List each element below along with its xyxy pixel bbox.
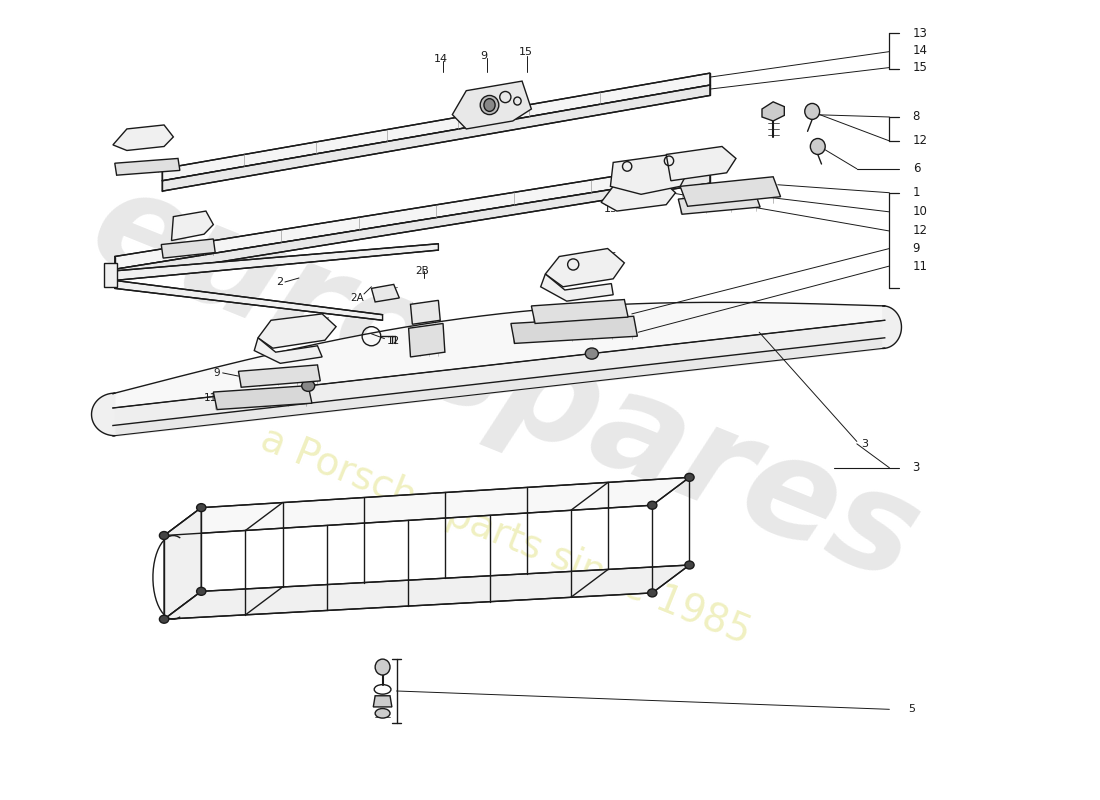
Text: eurospares: eurospares <box>73 157 937 611</box>
Ellipse shape <box>160 615 168 623</box>
Text: 14: 14 <box>913 44 927 58</box>
Polygon shape <box>91 393 114 436</box>
Ellipse shape <box>648 589 657 597</box>
Polygon shape <box>762 102 784 121</box>
Ellipse shape <box>805 103 820 119</box>
Polygon shape <box>541 274 613 301</box>
Polygon shape <box>546 249 625 286</box>
Polygon shape <box>114 158 180 175</box>
Polygon shape <box>510 316 637 343</box>
Ellipse shape <box>301 380 315 391</box>
Polygon shape <box>667 146 736 181</box>
Ellipse shape <box>160 531 168 539</box>
Text: 11: 11 <box>913 259 927 273</box>
Text: 9: 9 <box>913 242 920 255</box>
Polygon shape <box>164 565 690 619</box>
Polygon shape <box>164 508 201 619</box>
Text: 11: 11 <box>204 393 218 402</box>
Text: 12: 12 <box>387 336 400 346</box>
Polygon shape <box>410 300 440 324</box>
Polygon shape <box>531 299 628 323</box>
Text: 2A: 2A <box>350 293 364 303</box>
Text: 15: 15 <box>519 47 534 58</box>
Polygon shape <box>680 177 781 206</box>
Text: 9: 9 <box>481 50 487 61</box>
Polygon shape <box>258 314 337 348</box>
Text: 1: 1 <box>913 186 920 199</box>
Text: 12: 12 <box>913 225 927 238</box>
Ellipse shape <box>481 95 498 114</box>
Polygon shape <box>452 81 531 129</box>
Ellipse shape <box>585 348 598 359</box>
Polygon shape <box>254 338 322 363</box>
Text: 3: 3 <box>913 462 920 474</box>
Text: 10: 10 <box>913 206 927 218</box>
Polygon shape <box>408 323 444 357</box>
Ellipse shape <box>197 587 206 595</box>
Polygon shape <box>601 180 675 211</box>
Polygon shape <box>162 85 710 191</box>
Polygon shape <box>113 125 174 150</box>
Ellipse shape <box>375 659 390 675</box>
Text: 6: 6 <box>913 162 920 175</box>
Polygon shape <box>114 281 383 320</box>
Text: a Porsche parts since 1985: a Porsche parts since 1985 <box>255 419 756 651</box>
Ellipse shape <box>197 504 206 512</box>
Text: 12: 12 <box>913 134 927 147</box>
Polygon shape <box>114 244 439 281</box>
Polygon shape <box>883 306 902 348</box>
Polygon shape <box>372 285 399 302</box>
Text: 13: 13 <box>913 26 927 40</box>
Polygon shape <box>114 174 710 279</box>
Text: 15: 15 <box>913 61 927 74</box>
Text: 14: 14 <box>433 54 448 64</box>
Ellipse shape <box>685 474 694 482</box>
Polygon shape <box>172 211 213 241</box>
Polygon shape <box>239 365 320 387</box>
Ellipse shape <box>648 502 657 510</box>
Polygon shape <box>162 239 216 258</box>
Ellipse shape <box>685 561 694 569</box>
Text: 2B: 2B <box>415 266 429 276</box>
Ellipse shape <box>484 98 495 111</box>
Ellipse shape <box>811 138 825 154</box>
Polygon shape <box>114 161 710 270</box>
Text: 8: 8 <box>913 110 920 123</box>
Text: 5: 5 <box>908 704 915 714</box>
Polygon shape <box>213 386 312 410</box>
Polygon shape <box>164 478 690 535</box>
Text: 13: 13 <box>604 204 618 214</box>
Text: 9: 9 <box>213 368 220 378</box>
Polygon shape <box>162 73 710 181</box>
Polygon shape <box>610 154 690 194</box>
Polygon shape <box>373 696 392 707</box>
Polygon shape <box>103 263 117 286</box>
Text: 3: 3 <box>861 439 869 449</box>
Polygon shape <box>679 191 760 214</box>
Ellipse shape <box>375 709 390 718</box>
Text: 2: 2 <box>276 277 283 287</box>
